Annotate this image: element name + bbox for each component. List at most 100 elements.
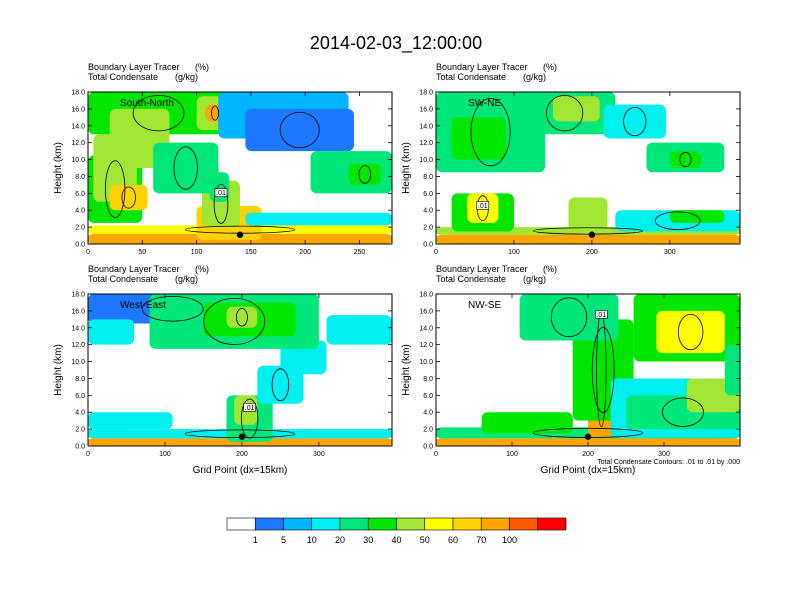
tracer-cell: [724, 344, 740, 396]
tracer-cell: [153, 142, 219, 194]
panel-header-condensate-units: (g/kg): [175, 274, 198, 284]
colorbar-swatch: [452, 517, 482, 531]
tracer-cell: [436, 234, 740, 244]
panel-header-condensate-units: (g/kg): [175, 72, 198, 82]
tracer-cell: [245, 108, 354, 152]
colorbar: 1 5 10 20 30 40 50 60 70 100: [226, 517, 567, 545]
colorbar-label: 100: [502, 535, 517, 545]
y-tick-label: 2.0: [75, 427, 85, 434]
contour-line: [679, 152, 692, 168]
tracer-cell: [280, 340, 327, 375]
y-tick-label: 16.0: [71, 106, 85, 113]
contour-note: Total Condensate Contours: .01 to .01 by…: [597, 459, 740, 466]
y-tick-label: 16.0: [71, 308, 85, 315]
y-tick-label: 12.0: [419, 342, 433, 349]
panel-1: .01 0.0 2.0 4.0 6.0 8.0 10.0 12.0 14.0 16.0 18.0 0 1…: [401, 62, 741, 256]
colorbar-swatch: [311, 517, 341, 531]
y-tick-label: 0.0: [423, 444, 433, 451]
y-tick-label: 14.0: [71, 325, 85, 332]
colorbar-label: 5: [281, 535, 286, 545]
y-tick-label: 14.0: [71, 123, 85, 130]
y-tick-label: 10.0: [419, 359, 433, 366]
x-tick-label: 200: [582, 451, 594, 458]
tracer-cell: [88, 438, 392, 446]
contour-line: [211, 105, 219, 121]
contour-line: [623, 106, 647, 137]
tracer-cell: [568, 197, 608, 232]
panel-header-tracer-units: (%): [195, 264, 209, 274]
y-tick-label: 0.0: [75, 444, 85, 451]
panel-header-condensate-units: (g/kg): [523, 274, 546, 284]
y-tick-label: 6.0: [423, 393, 433, 400]
y-tick-label: 0.0: [423, 242, 433, 249]
y-tick-label: 18.0: [419, 90, 433, 97]
x-tick-label: 100: [508, 249, 520, 256]
x-tick-label: 300: [658, 451, 670, 458]
colorbar-label: 60: [448, 535, 458, 545]
contour-line: [240, 398, 259, 439]
contour-line: [550, 297, 588, 338]
location-marker: [584, 433, 592, 440]
panel-label: South-North: [120, 98, 174, 109]
x-axis-label: Grid Point (dx=15km): [193, 465, 288, 476]
x-tick-label: 100: [191, 249, 203, 256]
panel-header-condensate: Total Condensate: [436, 274, 506, 284]
x-tick-label: 0: [86, 451, 90, 458]
plot-frame: [435, 91, 741, 245]
panel-3: .01 0.0 2.0 4.0 6.0 8.0 10.0 12.0 14.0 16.0 18.0 0 1…: [401, 264, 741, 476]
y-tick-label: 2.0: [423, 225, 433, 232]
y-tick-label: 4.0: [75, 208, 85, 215]
panel-header-condensate-units: (g/kg): [523, 72, 546, 82]
y-tick-label: 10.0: [419, 157, 433, 164]
contour-label: .01: [216, 190, 226, 197]
x-tick-label: 100: [506, 451, 518, 458]
y-tick-label: 4.0: [423, 208, 433, 215]
contour-label: .01: [478, 203, 488, 210]
y-tick-label: 2.0: [75, 225, 85, 232]
tracer-cell: [603, 104, 666, 139]
contour-line: [141, 295, 204, 322]
colorbar-label: 1: [253, 535, 258, 545]
tracer-field: [88, 92, 392, 244]
tracer-cell: [552, 96, 600, 122]
contour-label: .01: [245, 405, 255, 412]
tracer-cell: [656, 310, 725, 354]
y-tick-label: 4.0: [75, 410, 85, 417]
contour-label-box: [214, 188, 228, 197]
y-tick-label: 18.0: [419, 292, 433, 299]
tracer-cell: [326, 315, 392, 345]
tracer-cell: [481, 412, 573, 434]
panel-header-tracer: Boundary Layer Tracer: [88, 264, 180, 274]
colorbar-label: 70: [476, 535, 486, 545]
y-tick-label: 14.0: [419, 325, 433, 332]
y-tick-label: 18.0: [71, 90, 85, 97]
y-axis-label: Height (km): [401, 142, 412, 194]
location-marker: [238, 433, 246, 440]
y-tick-label: 12.0: [71, 140, 85, 147]
panel-header-tracer-units: (%): [195, 62, 209, 72]
contour-line: [213, 183, 229, 224]
y-tick-label: 16.0: [419, 106, 433, 113]
contour-line: [532, 227, 644, 235]
contour-line: [470, 98, 511, 167]
figure-title: 2014-02-03_12:00:00: [310, 33, 482, 54]
panel-header-condensate: Total Condensate: [436, 72, 506, 82]
contour-line: [173, 146, 198, 190]
contour-line: [279, 111, 320, 149]
panel-header-tracer: Boundary Layer Tracer: [88, 62, 180, 72]
tracer-field: [436, 92, 740, 244]
colorbar-swatch: [283, 517, 313, 531]
plot-frame: [87, 293, 393, 447]
panel-label: SW-NE: [468, 98, 501, 109]
contour-label-box: [476, 201, 490, 210]
tracer-cell: [669, 151, 702, 168]
y-tick-label: 8.0: [75, 174, 85, 181]
x-axis-label: Grid Point (dx=15km): [541, 465, 636, 476]
y-tick-label: 8.0: [423, 174, 433, 181]
colorbar-swatch: [254, 517, 284, 531]
y-tick-label: 10.0: [71, 157, 85, 164]
x-tick-label: 200: [236, 451, 248, 458]
contour-line: [235, 307, 248, 327]
x-tick-label: 0: [434, 249, 438, 256]
tracer-field: [88, 294, 392, 446]
